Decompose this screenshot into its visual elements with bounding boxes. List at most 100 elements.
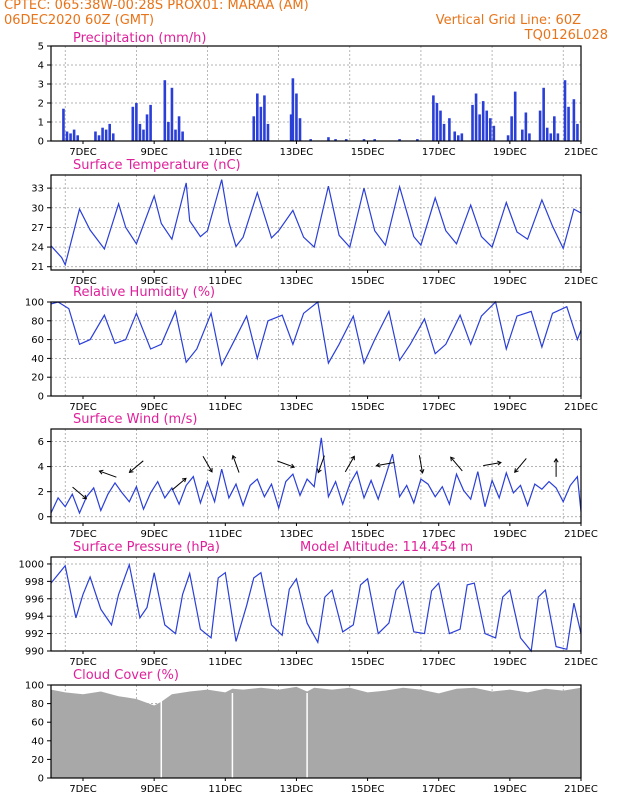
precipitation-bar: [448, 118, 451, 141]
pressure-xtick-label: 9DEC: [140, 657, 167, 668]
pressure-xtick-label: 7DEC: [69, 657, 96, 668]
precipitation-ytick-label: 0: [38, 137, 44, 148]
wind-arrow-head: [375, 462, 381, 468]
wind-ytick-label: 6: [38, 437, 44, 448]
wind-arrow-head: [450, 456, 455, 462]
pressure-ytick-label: 990: [25, 647, 44, 658]
precipitation-bar: [170, 87, 174, 141]
temperature-xtick-label: 11DEC: [208, 276, 242, 287]
wind-xtick-label: 17DEC: [422, 529, 456, 540]
precipitation-bar: [439, 110, 442, 141]
precipitation-bar: [567, 106, 570, 141]
precipitation-bar: [72, 129, 76, 141]
temperature-xtick-label: 9DEC: [140, 276, 167, 287]
pressure-xtick-label: 17DEC: [422, 657, 456, 668]
cloud-xtick-label: 15DEC: [351, 784, 385, 795]
precipitation-xtick-label: 7DEC: [69, 147, 96, 158]
precipitation-bar: [263, 95, 266, 141]
precipitation-bar: [309, 139, 312, 141]
precipitation-bar: [542, 87, 545, 141]
precipitation-bar: [528, 133, 531, 141]
temperature-xtick-label: 15DEC: [351, 276, 385, 287]
cloud-cover-area: [51, 686, 581, 778]
pressure-ytick-label: 998: [25, 577, 44, 588]
pressure-subtitle: Model Altitude: 114.454 m: [300, 540, 473, 555]
precipitation-xtick-label: 15DEC: [351, 147, 385, 158]
precipitation-bar: [181, 131, 184, 141]
wind-arrow-shaft: [171, 477, 187, 491]
precipitation-bar: [553, 116, 556, 141]
wind-arrow-shaft: [514, 458, 527, 473]
precipitation-title: Precipitation (mm/h): [73, 31, 206, 46]
precipitation-bar: [460, 133, 464, 141]
humidity-xtick-label: 13DEC: [280, 402, 314, 413]
header-line2-left: 06DEC2020 60Z (GMT): [4, 13, 155, 28]
humidity-xtick-label: 15DEC: [351, 402, 385, 413]
wind-arrow-shaft: [483, 462, 502, 467]
precipitation-bar: [135, 103, 138, 141]
temperature-series-line: [50, 179, 582, 267]
cloud-xtick-label: 19DEC: [493, 784, 527, 795]
pressure-xtick-label: 19DEC: [493, 657, 527, 668]
temperature-ytick-label: 21: [31, 262, 44, 273]
wind-series-line: [50, 437, 582, 515]
precipitation-bar: [524, 112, 528, 141]
humidity-xtick-label: 9DEC: [140, 402, 167, 413]
precipitation-xtick-label: 19DEC: [493, 147, 527, 158]
wind-arrow-shaft: [317, 455, 325, 473]
wind-arrow-head: [82, 494, 88, 500]
cloud-ytick-label: 100: [25, 681, 44, 692]
precipitation-bar: [549, 133, 553, 141]
cloud-ytick-label: 20: [31, 755, 44, 766]
cloud-ytick-label: 60: [31, 718, 44, 729]
wind-xtick-label: 21DEC: [564, 529, 598, 540]
precipitation-bar: [456, 135, 460, 141]
wind-arrow-head: [350, 455, 355, 461]
precipitation-bar: [101, 127, 104, 141]
pressure-title: Surface Pressure (hPa): [73, 540, 220, 555]
temperature-xtick-label: 13DEC: [280, 276, 314, 287]
wind-arrow-shaft: [72, 486, 87, 500]
wind-xtick-label: 11DEC: [208, 529, 242, 540]
wind-xtick-label: 7DEC: [69, 529, 96, 540]
cloud-ytick-label: 80: [31, 699, 44, 710]
humidity-ytick-label: 100: [25, 298, 44, 309]
precipitation-bar: [506, 135, 510, 141]
temperature-ytick-label: 27: [31, 223, 44, 234]
humidity-ytick-label: 40: [31, 354, 44, 365]
cloud-xtick-label: 13DEC: [280, 784, 314, 795]
precipitation-bar: [65, 131, 69, 141]
temperature-xtick-label: 7DEC: [69, 276, 96, 287]
precipitation-bar: [435, 103, 439, 141]
precipitation-bar: [576, 123, 579, 141]
humidity-title: Relative Humidity (%): [73, 285, 215, 300]
wind-ytick-label: 4: [38, 462, 44, 473]
temperature-frame: [50, 174, 582, 271]
pressure-ytick-label: 1000: [19, 559, 44, 570]
precipitation-bar: [538, 110, 542, 141]
precipitation-xtick-label: 9DEC: [140, 147, 167, 158]
wind-arrow-head: [553, 457, 559, 463]
precipitation-xtick-label: 13DEC: [280, 147, 314, 158]
temperature-xtick-label: 19DEC: [493, 276, 527, 287]
precipitation-bar: [453, 131, 457, 141]
wind-arrow-shaft: [99, 470, 117, 478]
wind-arrow-head: [128, 468, 134, 474]
precipitation-xtick-label: 21DEC: [564, 147, 598, 158]
humidity-ytick-label: 0: [38, 392, 44, 403]
precipitation-bar: [485, 110, 489, 141]
humidity-xtick-label: 17DEC: [422, 402, 456, 413]
wind-arrow-head: [514, 468, 519, 473]
precipitation-bar: [334, 139, 337, 141]
precipitation-bar: [167, 122, 170, 141]
wind-arrow-shaft: [129, 460, 144, 473]
precipitation-bar: [108, 123, 111, 141]
precipitation-bar: [362, 139, 366, 141]
precipitation-bar: [545, 127, 549, 141]
precipitation-bar: [432, 95, 435, 141]
wind-arrow-head: [290, 463, 296, 469]
precipitation-bar: [563, 80, 567, 141]
precipitation-bar: [142, 129, 145, 141]
wind-arrow-head: [419, 469, 425, 474]
